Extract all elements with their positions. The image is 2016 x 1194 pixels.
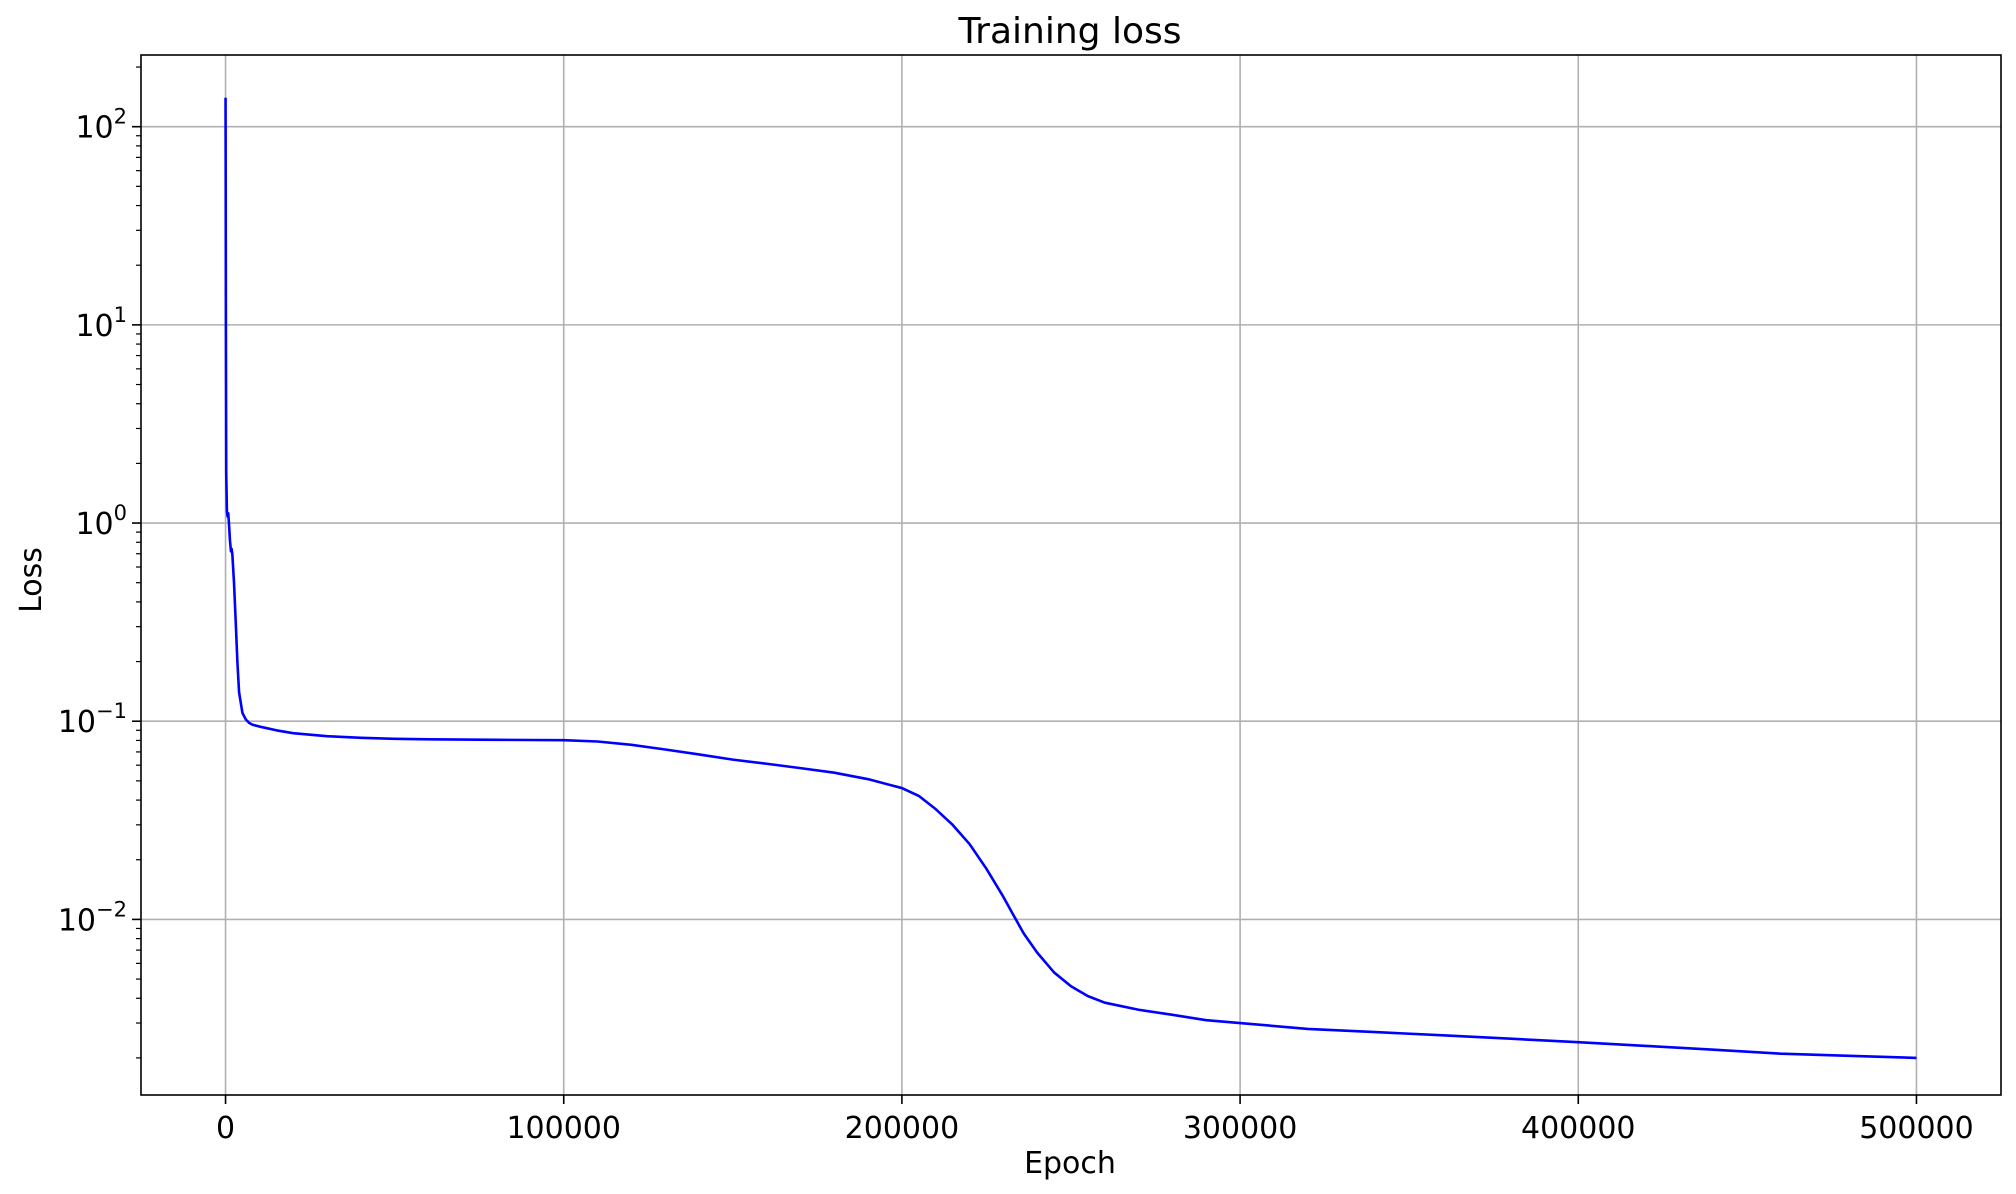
- y-tick-label: 10−1: [58, 699, 127, 740]
- x-axis-ticks: 0 100000 200000 300000 400000 500000: [216, 1095, 1974, 1146]
- x-tick-label: 300000: [1183, 1111, 1298, 1146]
- x-tick-label: 100000: [506, 1111, 621, 1146]
- plot-frame: [140, 54, 2002, 1096]
- x-tick-label: 0: [216, 1111, 235, 1146]
- x-axis-title: Epoch: [1024, 1146, 1116, 1181]
- x-tick-label: 200000: [845, 1111, 960, 1146]
- loss-series-line: [224, 97, 1917, 1060]
- x-tick-label: 400000: [1521, 1111, 1636, 1146]
- y-axis-title: Loss: [14, 547, 49, 613]
- y-axis-ticks: 10−2 10−1 100 101 102: [58, 105, 141, 938]
- y-tick-label: 101: [75, 303, 127, 344]
- y-tick-label: 100: [75, 501, 127, 542]
- y-tick-label: 10−2: [58, 897, 127, 938]
- chart-title: Training loss: [957, 11, 1181, 52]
- grid-lines: [141, 55, 2001, 1095]
- x-tick-label: 500000: [1859, 1111, 1974, 1146]
- y-tick-label: 102: [75, 105, 127, 146]
- minor-ticks: [136, 66, 141, 1059]
- series-layer: [224, 97, 1917, 1060]
